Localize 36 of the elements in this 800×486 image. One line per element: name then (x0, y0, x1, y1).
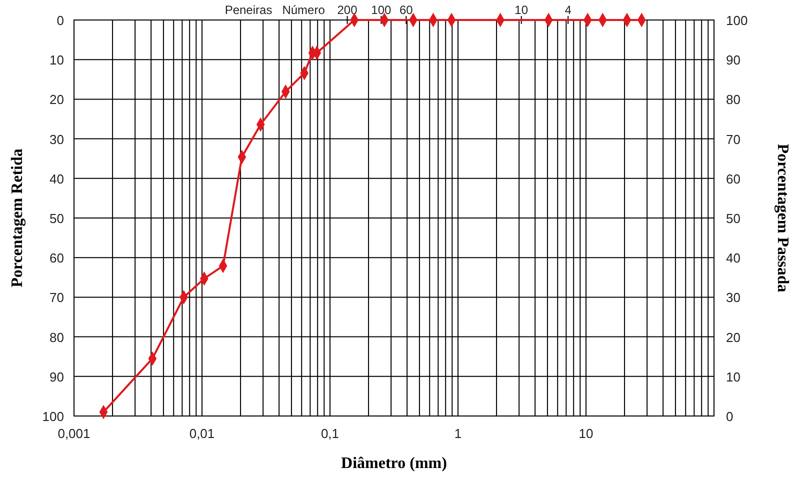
y2-tick-label: 100 (726, 13, 748, 28)
y2-tick-label: 90 (726, 52, 740, 68)
y2-tick-label: 50 (726, 211, 740, 226)
y-tick-label: 70 (50, 290, 64, 306)
y-tick-label: 10 (50, 52, 64, 68)
text: 200 (337, 3, 358, 17)
text: 10 (514, 3, 528, 17)
y2-tick-label: 60 (726, 171, 740, 186)
y-tick-label: 80 (50, 330, 64, 345)
y2-axis-title: Porcentagem Passada (774, 144, 791, 292)
x-tick-label: 1 (454, 426, 462, 441)
y2-tick-label: 0 (726, 409, 734, 424)
y-tick-label: 30 (50, 132, 64, 147)
y-tick-label: 50 (50, 211, 64, 226)
y2-tick-label: 30 (726, 290, 740, 306)
y-tick-label: 100 (42, 409, 64, 424)
y2-tick-label: 10 (726, 369, 740, 384)
y-tick-label: 20 (50, 92, 64, 108)
y-tick-label: 90 (50, 369, 64, 384)
text: Peneiras Número (224, 3, 326, 17)
x-tick-label: 0,01 (189, 426, 215, 441)
text: 4 (564, 3, 572, 17)
y-tick-label: 60 (50, 250, 64, 266)
y-tick-label: 40 (50, 171, 64, 186)
y-axis-title: Porcentagem Retida (9, 148, 26, 288)
y2-tick-label: 70 (726, 132, 740, 147)
y2-tick-label: 20 (726, 330, 740, 345)
x-tick-label: 10 (578, 426, 594, 441)
text: 100 (371, 3, 392, 17)
x-axis-title: Diâmetro (mm) (341, 455, 447, 472)
x-tick-label: 0,001 (58, 426, 90, 441)
y-tick-label: 0 (56, 13, 64, 28)
x-tick-label: 0,1 (320, 426, 340, 441)
y2-tick-label: 40 (726, 250, 740, 266)
text: 60 (399, 3, 414, 17)
y2-tick-label: 80 (726, 92, 740, 108)
